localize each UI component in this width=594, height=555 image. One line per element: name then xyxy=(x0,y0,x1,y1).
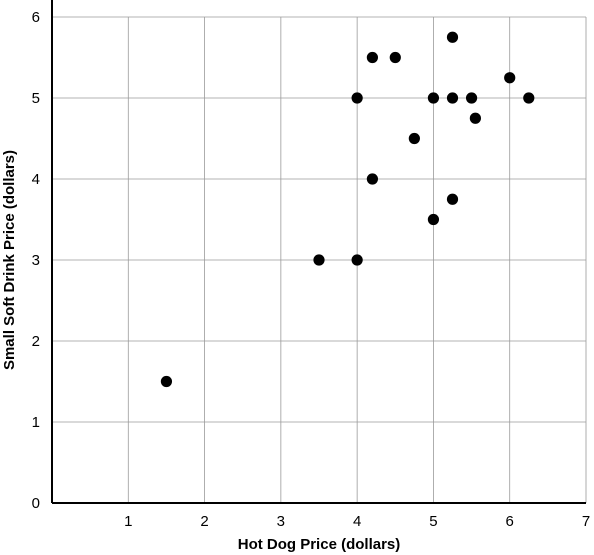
data-point xyxy=(351,254,363,266)
data-point xyxy=(351,92,363,104)
y-tick-label: 2 xyxy=(32,333,40,350)
data-point xyxy=(504,72,516,84)
data-point xyxy=(469,112,481,124)
data-point xyxy=(446,193,459,205)
x-tick-label: 7 xyxy=(582,513,590,530)
x-tick-labels: 1 2 3 4 5 6 7 xyxy=(124,513,590,530)
y-tick-label: 6 xyxy=(32,9,40,26)
y-tick-labels: 0 1 2 3 4 5 6 xyxy=(32,9,40,512)
x-tick-label: 2 xyxy=(200,513,208,530)
data-point xyxy=(446,31,459,43)
x-tick-label: 4 xyxy=(353,513,361,530)
data-point xyxy=(427,213,440,226)
data-point xyxy=(523,92,535,104)
data-point xyxy=(465,92,478,104)
data-point xyxy=(313,254,325,266)
data-point xyxy=(446,92,459,104)
y-tick-label: 3 xyxy=(32,252,40,269)
x-tick-label: 3 xyxy=(277,513,285,530)
y-tick-label: 5 xyxy=(32,90,40,107)
y-tick-label: 1 xyxy=(32,414,40,431)
data-point xyxy=(389,51,401,64)
x-tick-label: 1 xyxy=(124,513,132,530)
y-axis-title: Small Soft Drink Price (dollars) xyxy=(1,150,18,370)
data-point xyxy=(366,173,378,185)
data-point xyxy=(366,51,378,64)
x-tick-label: 5 xyxy=(429,513,437,530)
grid xyxy=(52,16,587,503)
x-axis-title: Hot Dog Price (dollars) xyxy=(238,536,401,553)
y-tick-label: 0 xyxy=(32,495,40,512)
x-tick-label: 6 xyxy=(506,513,514,530)
data-points xyxy=(160,31,535,388)
y-tick-label: 4 xyxy=(32,171,40,188)
data-point xyxy=(160,375,173,388)
data-point xyxy=(408,132,420,145)
data-point xyxy=(427,92,440,104)
axes xyxy=(51,0,586,504)
